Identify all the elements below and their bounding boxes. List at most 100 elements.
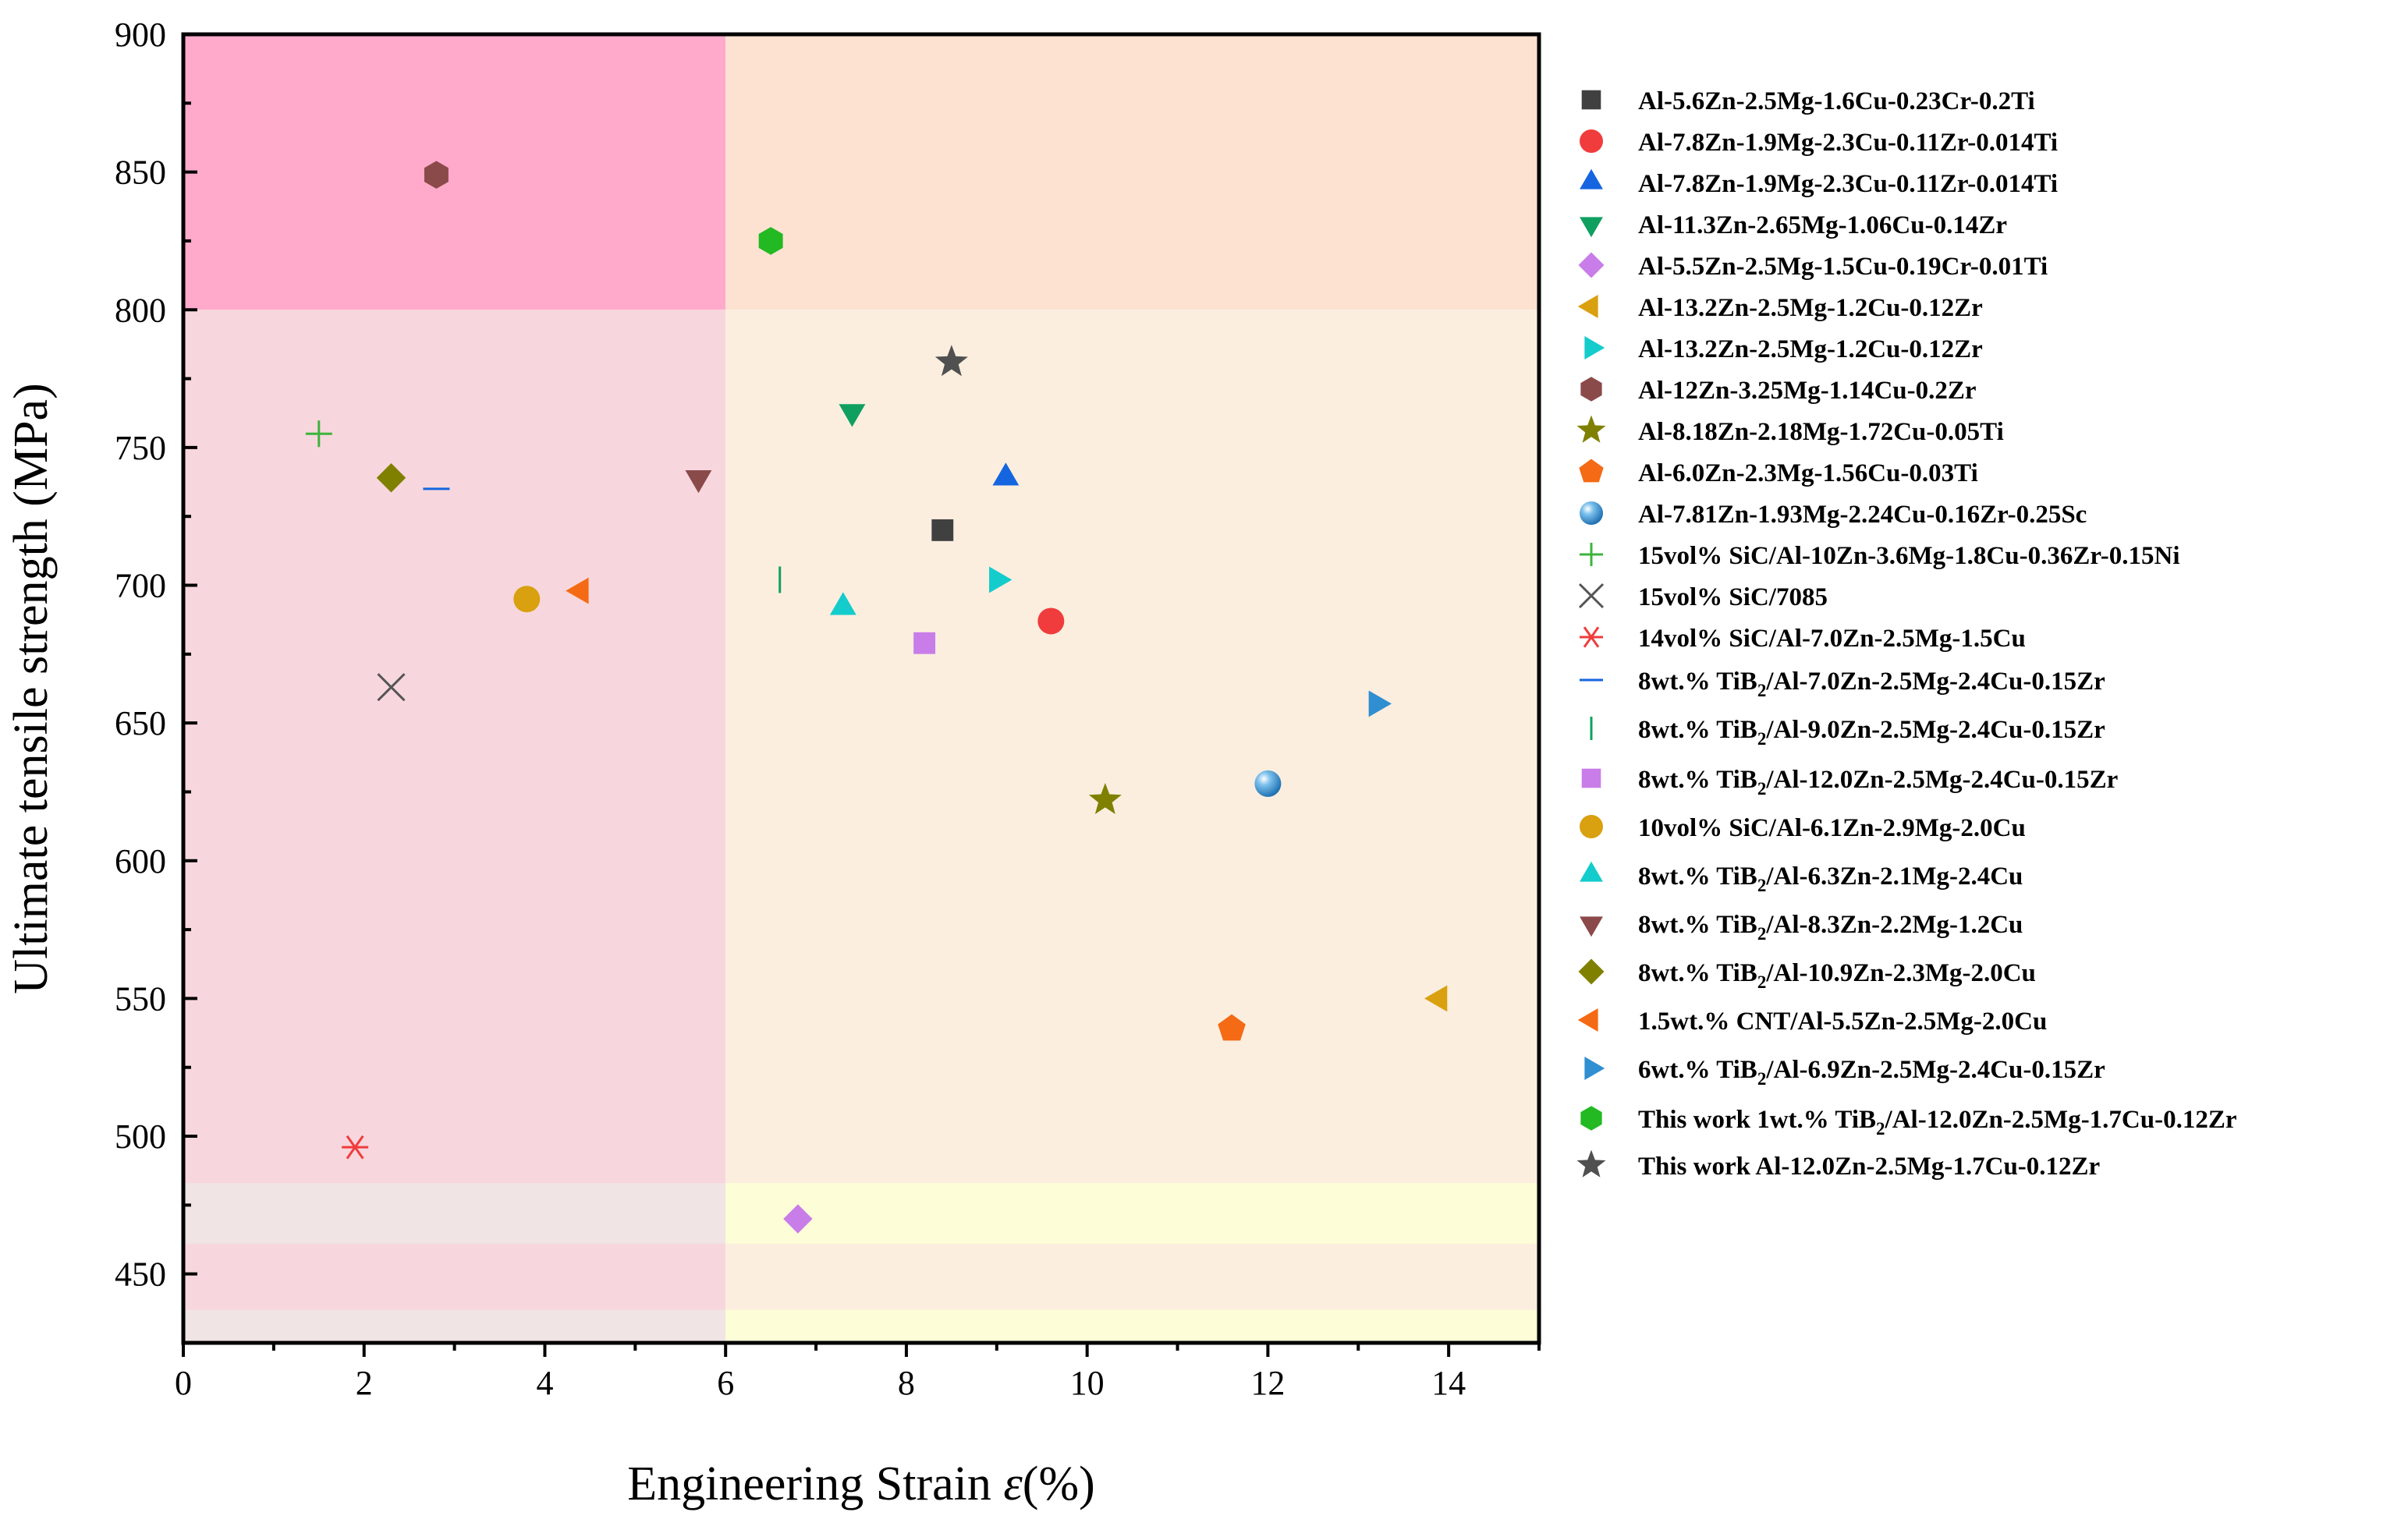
y-tick-label: 500 [115,1117,166,1156]
data-point-10 [1218,1014,1246,1041]
legend-marker-18 [1580,815,1603,838]
legend-marker-1 [1581,90,1601,110]
y-tick-label: 750 [115,429,166,467]
legend-label-20: 8wt.% TiB2/Al-8.3Zn-2.2Mg-1.2Cu [1638,911,2023,944]
legend-marker-21 [1578,958,1605,985]
x-tick-label: 4 [536,1364,553,1402]
legend-label-17: 8wt.% TiB2/Al-12.0Zn-2.5Mg-2.4Cu-0.15Zr [1638,766,2118,799]
background-region-7 [725,1309,1540,1343]
legend-marker-4 [1580,217,1603,238]
background-region-0 [183,34,726,310]
y-tick-label: 650 [115,704,166,742]
legend-marker-23 [1584,1057,1605,1080]
data-point-9 [1088,782,1122,814]
background-region-5 [183,1309,726,1343]
data-point-18 [513,586,541,613]
y-tick-label: 550 [115,979,166,1018]
legend-label-23: 6wt.% TiB2/Al-6.9Zn-2.5Mg-2.4Cu-0.15Zr [1638,1056,2105,1089]
y-tick-label: 450 [115,1256,166,1294]
legend-marker-25 [1576,1149,1606,1178]
legend-label-14: 14vol% SiC/Al-7.0Zn-2.5Mg-1.5Cu [1638,625,2026,653]
data-point-3 [992,462,1020,486]
plot-frame [181,32,1541,1345]
data-points [305,161,1448,1234]
background-region-1 [725,34,1540,310]
data-point-11 [1254,770,1282,797]
legend-label-1: Al-5.6Zn-2.5Mg-1.6Cu-0.23Cr-0.2Ti [1638,87,2035,115]
legend-label-10: Al-6.0Zn-2.3Mg-1.56Cu-0.03Ti [1638,459,1978,487]
x-tick-label: 14 [1431,1364,1466,1402]
legend-marker-2 [1580,129,1603,153]
legend-marker-17 [1581,768,1601,788]
data-point-20 [685,469,712,494]
legend-marker-13 [1578,583,1605,609]
data-point-24 [758,227,783,255]
legend-marker-3 [1580,168,1603,189]
legend-label-12: 15vol% SiC/Al-10Zn-3.6Mg-1.8Cu-0.36Zr-0.… [1638,542,2180,570]
data-point-14 [342,1135,369,1160]
background-region-3 [725,310,1540,1343]
legend-label-25: This work Al-12.0Zn-2.5Mg-1.7Cu-0.12Zr [1638,1153,2100,1181]
x-axis-title-text: Engineering Strain [627,1457,991,1511]
legend-marker-6 [1577,295,1598,318]
legend-marker-5 [1578,252,1605,278]
y-tick-label: 800 [115,291,166,329]
data-point-17 [913,632,936,654]
tick-labels: 0 2 4 6 8 10 12 14 450 500 550 600 650 700 750 800 850 90… [115,16,1466,1402]
data-point-4 [839,404,866,427]
data-point-2 [1037,607,1065,635]
y-tick-label: 900 [115,16,166,54]
legend-label-11: Al-7.81Zn-1.93Mg-2.24Cu-0.16Zr-0.25Sc [1638,501,2087,529]
legend-label-22: 1.5wt.% CNT/Al-5.5Zn-2.5Mg-2.0Cu [1638,1008,2047,1036]
legend-marker-12 [1580,543,1603,566]
data-point-8 [424,161,449,189]
data-point-21 [376,463,406,493]
data-point-13 [377,673,406,702]
y-tick-label: 850 [115,154,166,192]
legend-marker-9 [1576,415,1606,443]
legend-label-13: 15vol% SiC/7085 [1638,583,1828,611]
legend-label-3: Al-7.8Zn-1.9Mg-2.3Cu-0.11Zr-0.014Ti [1638,170,2058,198]
legend-label-21: 8wt.% TiB2/Al-10.9Zn-2.3Mg-2.0Cu [1638,959,2036,992]
data-point-12 [305,420,332,448]
x-tick-label: 10 [1070,1364,1105,1402]
legend-label-7: Al-13.2Zn-2.5Mg-1.2Cu-0.12Zr [1638,335,1983,363]
legend-label-5: Al-5.5Zn-2.5Mg-1.5Cu-0.19Cr-0.01Ti [1638,253,2048,281]
data-point-6 [1424,985,1448,1012]
legend-marker-24 [1580,1106,1602,1131]
data-point-1 [931,519,954,541]
legend-marker-7 [1584,336,1605,359]
legend-label-2: Al-7.8Zn-1.9Mg-2.3Cu-0.11Zr-0.014Ti [1638,129,2058,157]
legend-marker-20 [1580,916,1603,937]
data-point-19 [829,592,856,615]
legend-label-19: 8wt.% TiB2/Al-6.3Zn-2.1Mg-2.4Cu [1638,862,2023,895]
y-tick-label: 700 [115,567,166,605]
legend-label-18: 10vol% SiC/Al-6.1Zn-2.9Mg-2.0Cu [1638,814,2026,842]
legend: Al-5.6Zn-2.5Mg-1.6Cu-0.23Cr-0.2Ti Al-7.8Z… [1576,87,2237,1181]
legend-marker-19 [1580,861,1603,882]
legend-marker-8 [1580,377,1602,402]
legend-marker-14 [1580,626,1603,648]
background-region-6 [725,1183,1540,1244]
legend-marker-22 [1577,1008,1598,1032]
legend-label-8: Al-12Zn-3.25Mg-1.14Cu-0.2Zr [1638,377,1977,405]
legend-marker-10 [1579,459,1604,483]
y-axis-title: Ultimate tensile strength (MPa) [5,383,58,993]
data-point-25 [934,345,968,377]
x-tick-label: 8 [898,1364,915,1402]
x-tick-label: 0 [175,1364,192,1402]
background-region-4 [183,1183,726,1244]
legend-label-16: 8wt.% TiB2/Al-9.0Zn-2.5Mg-2.4Cu-0.15Zr [1638,716,2105,749]
x-tick-label: 6 [717,1364,734,1402]
legend-label-9: Al-8.18Zn-2.18Mg-1.72Cu-0.05Ti [1638,418,2004,446]
x-axis-title-unit: (%) [1023,1457,1095,1511]
x-tick-label: 12 [1250,1364,1285,1402]
legend-label-15: 8wt.% TiB2/Al-7.0Zn-2.5Mg-2.4Cu-0.15Zr [1638,668,2105,700]
y-tick-label: 600 [115,842,166,880]
background-region-2 [183,310,726,1343]
legend-label-24: This work 1wt.% TiB2/Al-12.0Zn-2.5Mg-1.7… [1638,1106,2237,1139]
x-tick-label: 2 [356,1364,373,1402]
legend-marker-11 [1580,501,1603,525]
legend-label-6: Al-13.2Zn-2.5Mg-1.2Cu-0.12Zr [1638,294,1983,322]
